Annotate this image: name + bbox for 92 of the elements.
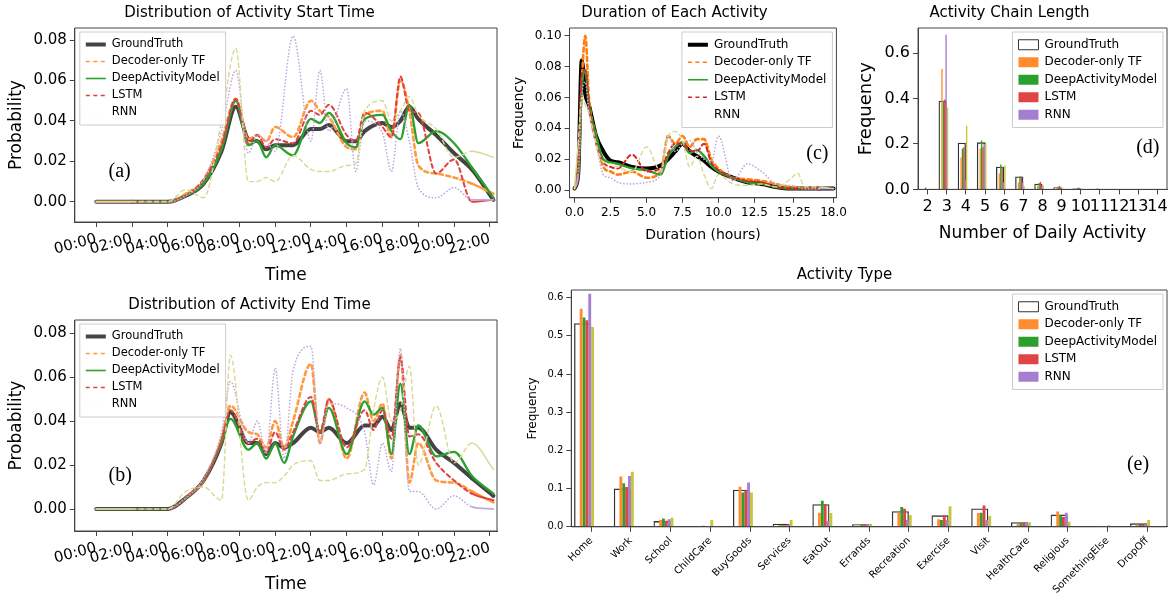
y-tick-label: 0.2: [884, 133, 911, 153]
y-tick-label: 0.08: [33, 323, 67, 342]
legend-label: DeepActivityModel: [1044, 333, 1157, 348]
x-tick-label: 0.0: [565, 205, 585, 220]
y-tick-label: 0.06: [33, 70, 67, 89]
legend-label: GroundTruth: [1044, 36, 1120, 51]
y-axis-title: Frequency: [510, 76, 527, 150]
y-tick-label: 0.06: [534, 89, 562, 104]
y-tick-label: 0.4: [547, 367, 564, 379]
x-tick-label: 11: [1089, 196, 1111, 216]
y-tick-label: 0.04: [33, 110, 67, 129]
y-tick-label: 0.1: [547, 482, 564, 494]
x-tick-label: 2: [922, 196, 933, 216]
y-tick-label: 0.00: [534, 182, 562, 197]
legend-label: DeepActivityModel: [111, 362, 220, 377]
x-tick-label: 14: [1147, 196, 1168, 216]
x-tick-label: 6: [999, 196, 1010, 216]
chart-title: Activity Chain Length: [929, 2, 1090, 21]
annotation: (b): [108, 463, 132, 487]
x-tick-label: 13: [1128, 196, 1149, 216]
y-tick-label: 0.4: [884, 87, 911, 107]
y-tick-label: 0.08: [534, 58, 562, 73]
chart-title: Distribution of Activity End Time: [128, 294, 371, 313]
x-tick-label: 7: [1018, 196, 1029, 216]
y-tick-label: 0.3: [547, 405, 564, 417]
y-tick-label: 0.02: [33, 454, 67, 473]
annotation: (d): [1136, 134, 1160, 158]
legend-label: Decoder-only TF: [713, 54, 812, 69]
legend-label: LSTM: [111, 87, 143, 102]
y-tick-label: 0.5: [547, 329, 564, 341]
legend-label: DeepActivityModel: [713, 71, 827, 86]
legend-label: Decoder-only TF: [111, 345, 206, 360]
y-tick-label: 0.00: [33, 191, 67, 210]
annotation: (e): [1126, 452, 1150, 476]
x-axis-title: Time: [264, 264, 307, 285]
legend-label: RNN: [1044, 368, 1071, 383]
x-tick-label: 5.0: [636, 205, 657, 220]
legend-label: DeepActivityModel: [1044, 71, 1157, 86]
x-tick-label: 12: [1108, 196, 1130, 216]
y-tick-label: 0.08: [33, 30, 67, 49]
x-tick-label: 10.0: [705, 205, 732, 220]
legend-label: RNN: [111, 396, 137, 411]
y-axis-title: Probability: [4, 380, 25, 471]
legend-label: GroundTruth: [1044, 298, 1120, 313]
x-axis-title: Time: [264, 573, 307, 594]
legend-label: LSTM: [1044, 89, 1077, 104]
x-tick-label: 10: [1070, 196, 1091, 216]
y-axis-title: Frequency: [854, 61, 876, 156]
legend-label: RNN: [713, 106, 741, 121]
legend-label: GroundTruth: [713, 36, 789, 51]
chart-title: Duration of Each Activity: [581, 2, 768, 21]
x-tick-label: 8: [1037, 196, 1048, 216]
y-tick-label: 0.6: [547, 291, 564, 303]
y-tick-label: 0.00: [33, 498, 67, 517]
legend-label: Decoder-only TF: [1044, 54, 1143, 69]
legend-label: Decoder-only TF: [1044, 316, 1143, 331]
legend-label: DeepActivityModel: [111, 70, 220, 85]
y-tick-label: 0.2: [547, 444, 564, 456]
x-tick-label: 15.25: [776, 205, 812, 220]
y-tick-label: 0.0: [884, 178, 911, 198]
legend-label: Decoder-only TF: [111, 53, 206, 68]
legend-label: LSTM: [713, 89, 746, 104]
y-tick-label: 0.6: [884, 42, 911, 62]
y-tick-label: 0.02: [33, 151, 67, 170]
x-tick-label: 18.0: [820, 205, 847, 220]
legend-label: GroundTruth: [111, 36, 184, 51]
legend-label: GroundTruth: [111, 328, 184, 343]
x-tick-label: 4: [960, 196, 972, 216]
y-tick-label: 0.04: [33, 411, 67, 430]
annotation: (c): [806, 140, 829, 164]
x-tick-label: 9: [1056, 196, 1067, 216]
y-tick-label: 0.0: [547, 520, 564, 532]
legend-label: RNN: [1044, 106, 1071, 121]
x-tick-label: 7.5: [672, 205, 693, 220]
x-tick-label: 3: [941, 196, 952, 216]
legend-label: LSTM: [111, 379, 143, 394]
annotation: (a): [108, 158, 131, 182]
y-tick-label: 0.02: [534, 151, 562, 166]
y-tick-label: 0.04: [534, 120, 562, 135]
chart-title: Activity Type: [796, 264, 893, 283]
legend-label: RNN: [111, 104, 137, 119]
x-tick-label: 12.5: [741, 205, 768, 220]
y-tick-label: 0.06: [33, 367, 67, 386]
chart-title: Distribution of Activity Start Time: [124, 2, 375, 21]
x-axis-title: Number of Daily Activity: [938, 222, 1147, 243]
x-tick-label: 2.5: [600, 205, 621, 220]
x-tick-label: 5: [979, 196, 991, 216]
y-axis-title: Frequency: [525, 377, 540, 440]
y-tick-label: 0.10: [534, 27, 562, 42]
y-axis-title: Probability: [4, 80, 25, 170]
x-axis-title: Duration (hours): [645, 226, 761, 243]
legend-label: LSTM: [1044, 351, 1077, 366]
